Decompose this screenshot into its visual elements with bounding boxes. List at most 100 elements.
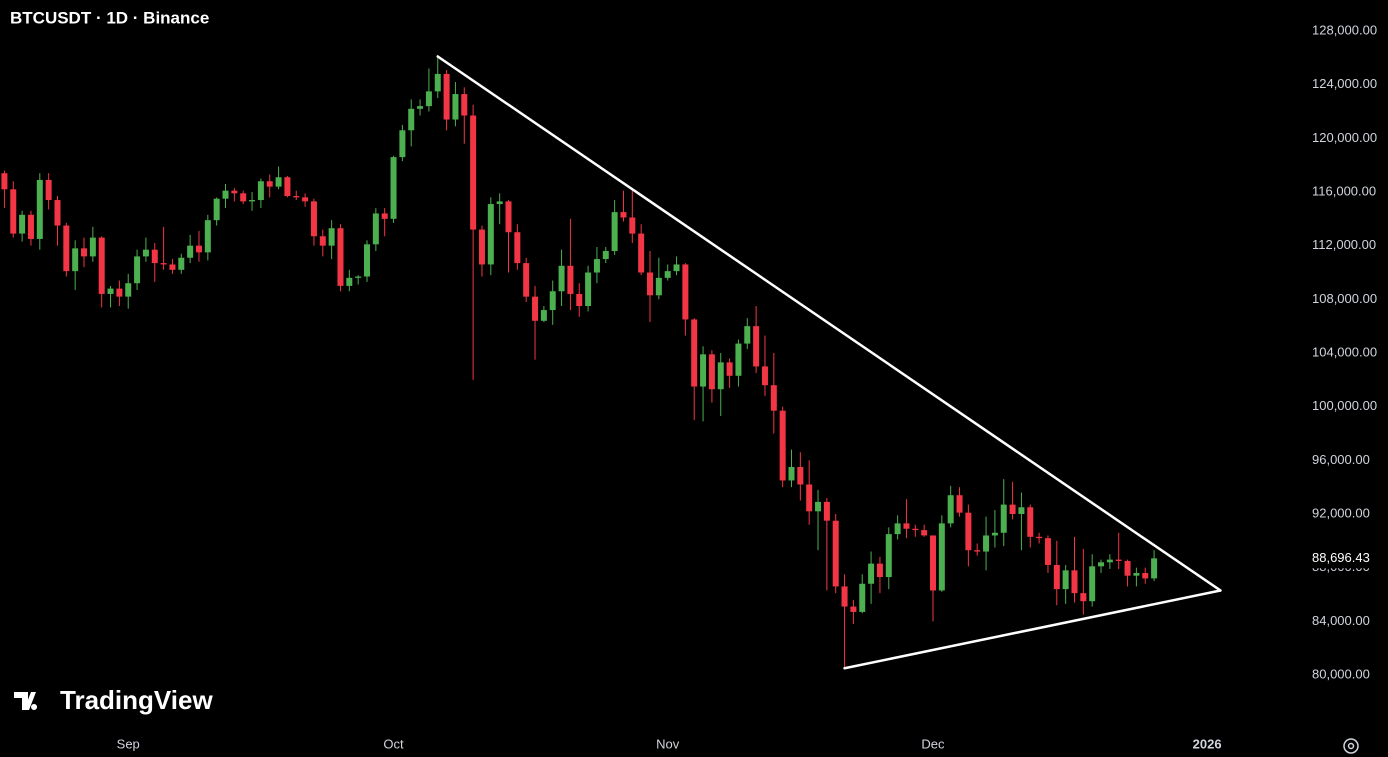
candle-body [487, 204, 494, 265]
candle-body [63, 225, 70, 272]
candle-body [1036, 536, 1043, 539]
candle-body [523, 263, 530, 297]
candle-body [620, 212, 627, 218]
candle-body [1151, 558, 1158, 579]
candle-body [302, 197, 309, 202]
candle-body [647, 272, 653, 296]
candle-body [204, 220, 211, 253]
settings-center[interactable] [1347, 742, 1355, 750]
y-tick-label: 80,000.00 [1312, 666, 1370, 681]
y-tick-label: 120,000.00 [1312, 130, 1377, 145]
candle-body [399, 130, 406, 158]
candle-body [72, 248, 79, 272]
candle-body [434, 73, 441, 92]
candle-body [1115, 559, 1122, 561]
candle-body [744, 326, 751, 344]
candle-body [611, 212, 618, 252]
candle-body [19, 214, 26, 234]
x-tick-label: Dec [921, 736, 945, 751]
candle-body [107, 288, 114, 294]
y-tick-label: 104,000.00 [1312, 344, 1377, 359]
candle-body [364, 244, 371, 277]
candle-body [151, 249, 158, 264]
price-tag-label: 88,696.43 [1312, 550, 1370, 565]
candle-body [160, 263, 167, 265]
candle-body [478, 229, 485, 265]
y-tick-label: 124,000.00 [1312, 76, 1377, 91]
y-tick-label: 108,000.00 [1312, 291, 1377, 306]
candle-body [1080, 593, 1087, 602]
candle-body [134, 256, 141, 284]
candle-body [1009, 504, 1016, 514]
x-tick-label: Nov [656, 736, 680, 751]
candle-body [372, 213, 379, 245]
candle-body [700, 354, 707, 387]
trendline [436, 55, 1222, 592]
candle-body [54, 200, 61, 226]
candle-body [1106, 559, 1113, 563]
candle-body [638, 233, 645, 273]
candle-body [178, 257, 185, 270]
candle-body [991, 532, 998, 536]
candle-body [983, 535, 990, 552]
candle-body [425, 91, 432, 107]
watermark: TradingView [60, 685, 213, 715]
candle-body [894, 523, 901, 535]
candle-body [593, 259, 600, 273]
candle-body [691, 319, 698, 387]
plot-area [1, 55, 1222, 670]
candle-body [567, 265, 574, 294]
candle-body [859, 583, 866, 612]
candle-body [249, 200, 256, 202]
candle-body [753, 326, 760, 367]
candle-body [266, 181, 273, 187]
candle-body [505, 201, 512, 233]
candle-body [1018, 507, 1025, 514]
candle-body [717, 362, 724, 390]
candle-body [293, 196, 300, 198]
candle-body [1133, 573, 1140, 576]
candle-body [328, 228, 335, 246]
candle-body [1071, 570, 1078, 594]
candle-body [36, 179, 43, 239]
candle-body [974, 550, 981, 552]
y-tick-label: 112,000.00 [1312, 237, 1376, 252]
candle-body [956, 495, 963, 513]
candle-body [461, 94, 468, 116]
settings-icon[interactable] [1343, 738, 1359, 754]
candle-body [443, 73, 450, 120]
candle-body [726, 362, 733, 376]
candle-body [240, 193, 247, 202]
candle-body [921, 530, 928, 536]
candle-body [947, 495, 954, 524]
candle-body [912, 528, 919, 531]
candle-body [682, 264, 689, 320]
trendline [843, 589, 1222, 670]
candle-body [319, 236, 326, 246]
candle-body [540, 310, 547, 321]
candle-body [903, 523, 910, 529]
candle-body [381, 213, 388, 219]
x-tick-label: Sep [117, 736, 140, 751]
candle-body [823, 501, 830, 521]
candle-body [390, 157, 397, 219]
candle-body [337, 228, 344, 286]
candle-body [806, 484, 813, 512]
candle-body [195, 245, 202, 253]
candle-body [841, 586, 848, 607]
candle-body [761, 366, 768, 386]
candle-body [257, 181, 264, 201]
candle-body [89, 237, 96, 257]
candle-body [213, 198, 220, 221]
settings-ring[interactable] [1343, 738, 1359, 754]
candle-body [169, 264, 176, 270]
candle-body [346, 277, 353, 286]
x-tick-label: Oct [383, 736, 404, 751]
candle-body [10, 189, 17, 234]
candle-body [1089, 566, 1096, 602]
candle-body [1142, 573, 1149, 579]
candle-body [735, 343, 742, 376]
y-tick-label: 96,000.00 [1312, 452, 1370, 467]
candle-body [1098, 562, 1105, 567]
